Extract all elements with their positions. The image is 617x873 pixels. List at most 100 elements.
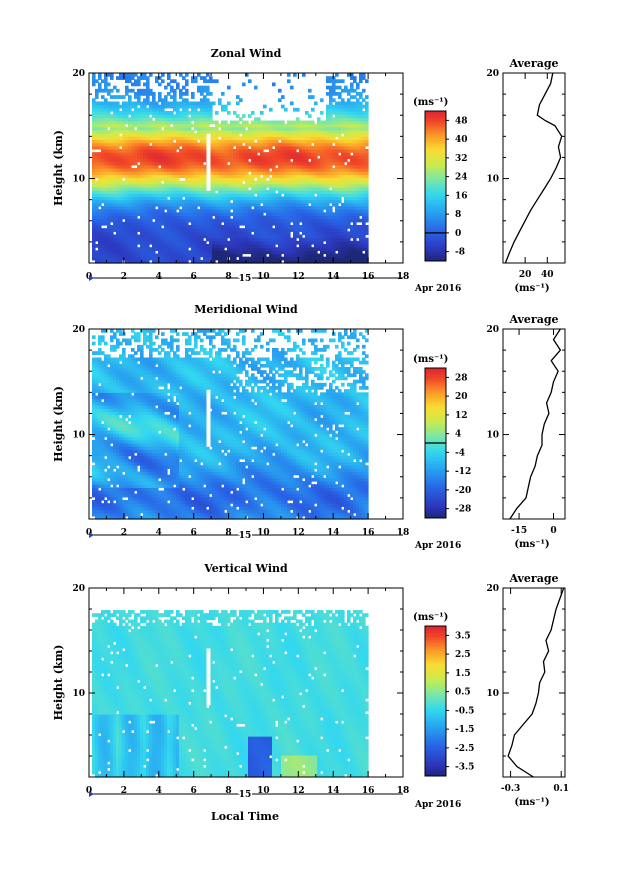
heatmap-cell	[215, 145, 219, 150]
heatmap-cell	[236, 130, 240, 134]
heatmap-cell	[113, 155, 117, 160]
heatmap-cell	[296, 247, 300, 251]
heatmap-cell	[173, 225, 177, 229]
heatmap-cell	[359, 133, 363, 137]
heatmap-cell	[143, 177, 147, 182]
colorbar-swatch	[425, 258, 446, 262]
profile-y-tick-label: 20	[486, 69, 499, 79]
heatmap-cell	[101, 130, 105, 134]
heatmap-cell	[116, 183, 120, 188]
heatmap-cell	[131, 171, 135, 175]
heatmap-cell	[317, 228, 321, 232]
heatmap-cell	[137, 168, 141, 172]
heatmap-cell	[299, 139, 303, 144]
heatmap-cell	[185, 240, 189, 245]
heatmap-cell	[293, 240, 297, 245]
heatmap-cell	[344, 101, 348, 106]
heatmap-cell	[101, 458, 105, 463]
heatmap-cell	[338, 206, 342, 210]
heatmap-cell	[92, 363, 96, 368]
heatmap-cell	[131, 196, 135, 201]
heatmap-cell	[275, 212, 279, 217]
heatmap-cell	[302, 123, 306, 128]
heatmap-cell	[284, 259, 288, 264]
heatmap-cell	[110, 196, 114, 201]
heatmap-cell	[125, 164, 129, 169]
heatmap-cell	[161, 193, 165, 198]
heatmap-cell	[266, 215, 270, 220]
heatmap-cell	[152, 244, 156, 248]
heatmap-cell	[131, 244, 135, 248]
heatmap-cell	[302, 183, 306, 188]
heatmap-cell	[152, 149, 156, 153]
heatmap-cell	[110, 126, 114, 131]
heatmap-cell	[254, 123, 258, 128]
heatmap-cell	[239, 234, 243, 239]
heatmap-cell	[98, 398, 102, 403]
heatmap-cell	[335, 206, 339, 210]
heatmap-cell	[233, 123, 237, 128]
heatmap-cell	[329, 101, 333, 106]
heatmap-cell	[344, 202, 348, 207]
heatmap-cell	[134, 114, 138, 118]
heatmap-cell	[104, 414, 108, 419]
heatmap-cell	[305, 218, 309, 223]
heatmap-cell	[338, 171, 342, 175]
heatmap-cell	[278, 123, 282, 128]
heatmap-cell	[251, 212, 255, 217]
heatmap-cell	[122, 111, 126, 115]
heatmap-cell	[176, 253, 180, 258]
heatmap-cell	[218, 155, 222, 160]
heatmap-cell	[143, 130, 147, 134]
heatmap-cell	[134, 244, 138, 248]
heatmap-cell	[329, 107, 333, 112]
heatmap-cell	[290, 155, 294, 160]
heatmap-cell	[332, 139, 336, 144]
heatmap-cell	[101, 117, 105, 122]
heatmap-cell	[281, 256, 285, 261]
heatmap-cell	[194, 225, 198, 229]
heatmap-cell	[164, 142, 168, 147]
heatmap-cell	[362, 152, 366, 156]
heatmap-cell	[128, 88, 132, 93]
heatmap-cell	[197, 244, 201, 248]
heatmap-cell	[353, 237, 357, 242]
heatmap-cell	[230, 155, 234, 160]
heatmap-cell	[104, 493, 108, 498]
heatmap-cell	[284, 155, 288, 160]
heatmap-cell	[278, 250, 282, 255]
heatmap-cell	[332, 155, 336, 160]
heatmap-cell	[269, 202, 273, 207]
heatmap-cell	[185, 88, 189, 93]
heatmap-cell	[320, 111, 324, 115]
heatmap-cell	[341, 174, 345, 179]
heatmap-cell	[185, 168, 189, 172]
heatmap-cell	[95, 436, 99, 441]
heatmap-cell	[350, 139, 354, 144]
heatmap-cell	[161, 139, 165, 144]
heatmap-cell	[236, 171, 240, 175]
heatmap-cell	[263, 120, 267, 125]
heatmap-cell	[299, 250, 303, 255]
heatmap-cell	[242, 123, 246, 128]
heatmap-cell	[161, 114, 165, 118]
heatmap-cell	[125, 101, 129, 106]
heatmap-cell	[257, 145, 261, 150]
heatmap-cell	[215, 130, 219, 134]
heatmap-cell	[320, 209, 324, 213]
heatmap-cell	[140, 104, 144, 109]
heatmap-cell	[185, 130, 189, 134]
heatmap-cell	[215, 218, 219, 223]
colorbar-swatch	[425, 125, 446, 128]
heatmap-cell	[281, 187, 285, 191]
heatmap-cell	[296, 136, 300, 141]
heatmap-cell	[155, 221, 159, 226]
heatmap-cell	[290, 212, 294, 217]
heatmap-cell	[305, 180, 309, 185]
heatmap-cell	[302, 149, 306, 153]
heatmap-cell	[125, 250, 129, 255]
heatmap-cell	[182, 253, 186, 258]
heatmap-cell	[179, 158, 183, 163]
heatmap-cell	[254, 142, 258, 147]
heatmap-cell	[98, 395, 102, 400]
